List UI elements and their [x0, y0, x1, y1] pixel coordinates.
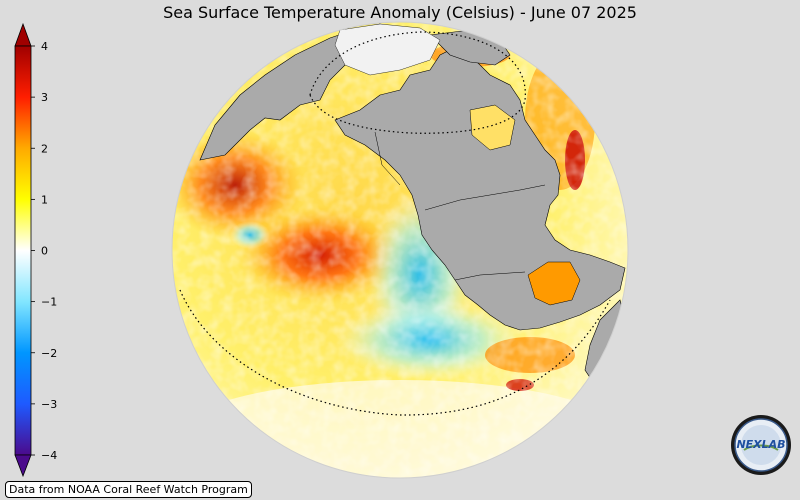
colorbar-tick-label: 3	[41, 91, 48, 104]
arctic-circle	[309, 31, 526, 134]
hudson-bay	[469, 104, 516, 151]
colorbar-tick-label: 0	[41, 245, 48, 258]
colorbar: 4 3 2 1 0 −1 −2 −3 −4	[14, 22, 57, 478]
colorbar-tick-label: −4	[41, 449, 57, 462]
colorbar-tick-label: −3	[41, 398, 57, 411]
colorbar-tick-label: 2	[41, 142, 48, 155]
logo-text: NEXLAB	[736, 438, 785, 451]
colorbar-tick-label: 1	[41, 193, 48, 206]
colorbar-tick-label: −1	[41, 296, 57, 309]
ocean-anomaly-field	[172, 22, 628, 478]
data-credit-label: Data from NOAA Coral Reef Watch Program	[5, 481, 252, 498]
nexlab-logo: NEXLAB	[731, 415, 791, 475]
colorbar-tick-label: 4	[41, 40, 48, 53]
map-title: Sea Surface Temperature Anomaly (Celsius…	[163, 3, 637, 22]
colorbar-tick-label: −2	[41, 347, 57, 360]
gulf-of-mexico	[527, 261, 581, 306]
colorbar-bottom-arrow	[14, 454, 32, 478]
